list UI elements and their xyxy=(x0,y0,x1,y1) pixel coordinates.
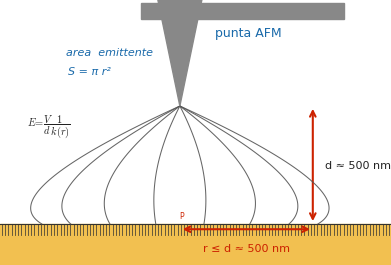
Text: P: P xyxy=(179,212,184,221)
Text: punta AFM: punta AFM xyxy=(215,26,282,40)
Text: r ≤ d ≈ 500 nm: r ≤ d ≈ 500 nm xyxy=(203,244,290,254)
Text: $E\!=\!\dfrac{V}{d}\dfrac{1}{k(r)}$: $E\!=\!\dfrac{V}{d}\dfrac{1}{k(r)}$ xyxy=(27,114,71,140)
Text: S = π r²: S = π r² xyxy=(68,67,111,77)
Text: area  emittente: area emittente xyxy=(66,48,154,58)
Polygon shape xyxy=(157,0,203,106)
Bar xyxy=(141,3,344,19)
Text: d ≈ 500 nm: d ≈ 500 nm xyxy=(325,161,391,171)
Bar xyxy=(0,224,391,265)
